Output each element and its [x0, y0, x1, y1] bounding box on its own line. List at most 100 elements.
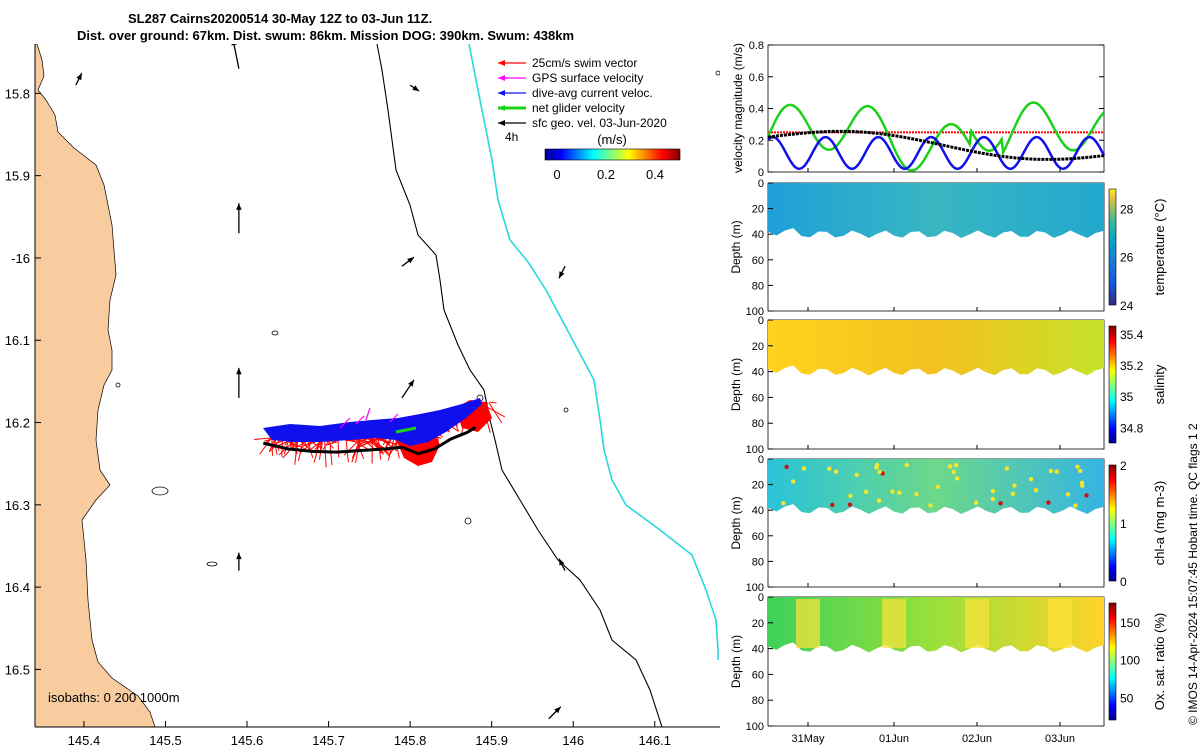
chla-sample-dot — [1075, 464, 1080, 469]
reef-island-1 — [115, 382, 121, 388]
chla-sample-dot — [833, 469, 839, 474]
swim-vector — [254, 437, 271, 440]
swim-vector — [488, 402, 503, 423]
map-y-tick-label: 15.9 — [5, 169, 30, 184]
salinity-colorbar-tick-label: 34.8 — [1120, 421, 1144, 435]
oxygen-ylabel: Depth (m) — [729, 635, 743, 688]
salinity-ylabel: Depth (m) — [729, 358, 743, 411]
salinity-colorbar-tick-label: 35 — [1120, 390, 1134, 404]
swim-vector — [489, 401, 497, 404]
temperature-colorbar — [1108, 188, 1117, 306]
oxygen-colorbar-tick-label: 50 — [1120, 691, 1134, 705]
chla-y-tick-label: 40 — [752, 505, 764, 517]
legend-label: sfc geo. vel. 03-Jun-2020 — [532, 116, 667, 130]
temperature-colorbar-label: temperature (°C) — [1152, 199, 1167, 296]
salinity-y-tick-label: 80 — [752, 418, 764, 430]
legend-label: dive-avg current veloc. — [532, 86, 653, 100]
chla-sample-dot — [953, 462, 959, 468]
oxygen-y-tick-label: 80 — [752, 695, 764, 707]
map-x-tick-label: 145.4 — [68, 733, 101, 748]
chla-sample-dot — [1084, 493, 1089, 498]
chart-title-line-2: Dist. over ground: 67km. Dist. swum: 86k… — [77, 28, 575, 43]
chla-sample-dot — [1046, 500, 1051, 505]
temperature-heatmap-field — [768, 183, 1104, 239]
chla-sample-dot — [781, 501, 786, 506]
temperature-y-tick-label: 60 — [752, 255, 764, 267]
map-x-tick-label: 146.1 — [638, 733, 671, 748]
chla-sample-dot — [1078, 468, 1083, 474]
chla-sample-dot — [954, 476, 960, 481]
oxygen-y-tick-label: 100 — [746, 721, 764, 733]
chla-sample-dot — [973, 500, 979, 505]
chla-sample-dot — [914, 491, 919, 497]
chla-sample-dot — [1012, 483, 1017, 488]
chla-sample-dot — [951, 469, 956, 475]
chla-sample-dot — [904, 462, 909, 468]
geo-vector-head — [559, 271, 565, 279]
chla-colorbar-tick-label: 1 — [1120, 517, 1127, 531]
chla-sample-dot — [1080, 483, 1085, 488]
isobath-200m — [376, 44, 663, 727]
swim-vector — [337, 437, 340, 458]
chla-sample-dot — [928, 503, 933, 508]
temperature-ylabel: Depth (m) — [729, 220, 743, 273]
legend-arrowhead — [498, 120, 505, 126]
map-x-tick-label: 146 — [562, 733, 584, 748]
chla-sample-dot — [830, 502, 835, 508]
chla-sample-dot — [890, 489, 895, 494]
map-y-tick-label: 16.5 — [5, 662, 30, 677]
chla-sample-dot — [1033, 487, 1039, 493]
chart-title-line-1: SL287 Cairns20200514 30-May 12Z to 03-Ju… — [128, 11, 433, 26]
chla-sample-dot — [990, 496, 996, 502]
salinity-y-tick-label: 0 — [758, 315, 764, 327]
map-y-tick-label: -16 — [11, 251, 30, 266]
reef-island-3 — [206, 561, 218, 567]
chla-sample-dot — [847, 502, 853, 507]
time-x-tick-label: 02Jun — [962, 733, 992, 745]
map-x-tick-label: 145.9 — [475, 733, 508, 748]
temperature-colorbar-tick-label: 28 — [1120, 202, 1134, 216]
reef-island-4 — [464, 517, 472, 525]
geo-vector-head — [554, 706, 561, 714]
map-panel: 145.4 145.5 145.6 145.7 145.8 145.9 146 146.1 15… — [5, 44, 720, 748]
map-y-tick-label: 16.4 — [5, 580, 30, 595]
temperature-y-tick-label: 40 — [752, 229, 764, 241]
time-x-tick-label: 01Jun — [879, 733, 909, 745]
time-x-tick-label: 31May — [791, 733, 825, 745]
temperature-y-tick-label: 100 — [746, 306, 764, 318]
geo-vector-head — [236, 203, 242, 210]
velocity-plot-frame — [767, 44, 1105, 173]
velocity-y-tick-label: 0 — [758, 167, 764, 179]
chla-sample-dot — [874, 465, 879, 470]
swim-vector — [355, 437, 365, 459]
temperature-colorbar-tick-label: 26 — [1120, 251, 1134, 265]
map-x-tick-label: 145.6 — [231, 733, 264, 748]
chla-sample-dot — [897, 490, 902, 495]
geo-vector — [233, 44, 240, 69]
gps-surface-vector — [365, 407, 371, 421]
legend-label: 25cm/s swim vector — [532, 56, 637, 70]
net-glider-velocity — [395, 426, 417, 434]
oxygen-colorbar — [1108, 602, 1117, 721]
chla-y-tick-label: 0 — [758, 454, 764, 466]
geo-vector-head — [236, 552, 242, 560]
legend-time-label: 4h — [505, 130, 518, 144]
swim-vector — [370, 437, 396, 445]
legend-arrowhead — [498, 75, 505, 81]
oxygen-colorbar-tick-label: 100 — [1120, 654, 1140, 668]
map-y-tick-label: 15.8 — [5, 86, 30, 101]
temperature-y-tick-label: 20 — [752, 204, 764, 216]
swim-vector — [362, 437, 380, 446]
swim-vector — [372, 437, 390, 457]
velocity-y-tick-label: 0.6 — [749, 72, 764, 84]
map-content — [35, 44, 720, 727]
chla-sample-dot — [877, 469, 882, 475]
oxygen-y-tick-label: 20 — [752, 618, 764, 630]
oxygen-colorbar-label: Ox. sat. ratio (%) — [1152, 613, 1167, 711]
gps-surface-vector — [389, 413, 399, 423]
reef-island-5 — [563, 407, 569, 413]
chla-sample-dot — [863, 489, 869, 495]
isobath-1000m — [468, 44, 719, 660]
oxygen-y-tick-label: 0 — [758, 592, 764, 604]
